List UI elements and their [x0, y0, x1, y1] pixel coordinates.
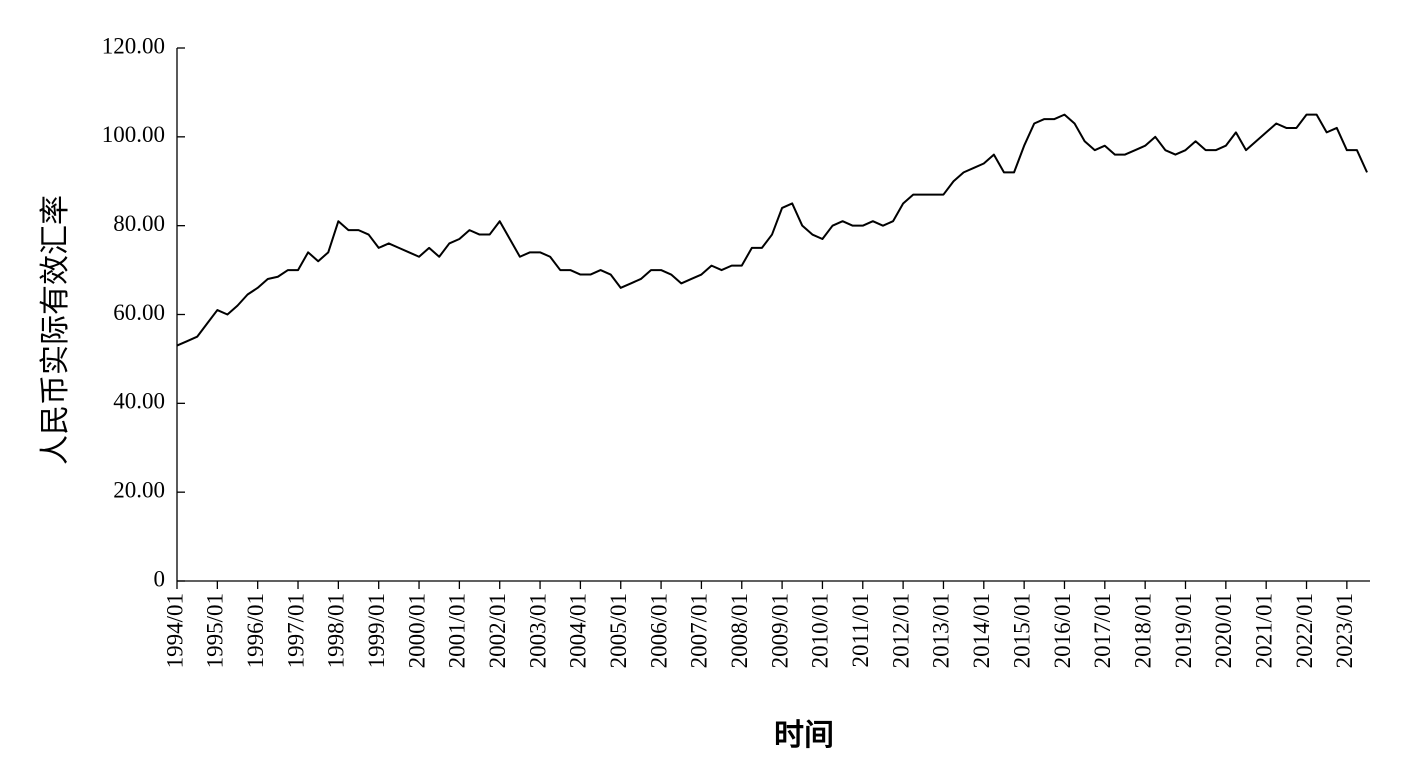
x-tick-label: 2011/01 [848, 593, 873, 668]
x-tick-label: 1994/01 [162, 593, 187, 668]
x-tick-label: 2014/01 [969, 593, 994, 668]
data-line [176, 113, 1368, 347]
x-tick-label: 2012/01 [888, 593, 913, 668]
x-tick-label: 2013/01 [929, 593, 954, 668]
x-tick-label: 2006/01 [646, 593, 671, 668]
x-tick-label: 1996/01 [243, 593, 268, 668]
x-tick-label: 2007/01 [687, 593, 712, 668]
x-tick-label: 2002/01 [485, 593, 510, 668]
y-tick-label: 20.00 [113, 477, 165, 502]
y-tick-label: 120.00 [102, 33, 165, 58]
x-tick-label: 1995/01 [203, 593, 228, 668]
y-axis-label: 人民币实际有效汇率 [39, 195, 72, 465]
x-tick-label: 1998/01 [324, 593, 349, 668]
y-tick-label: 0 [154, 566, 166, 591]
x-tick-label: 2009/01 [767, 593, 792, 668]
y-tick-label: 60.00 [113, 300, 165, 325]
x-tick-label: 2023/01 [1332, 593, 1357, 668]
x-tick-label: 2018/01 [1130, 593, 1155, 668]
x-tick-label: 2010/01 [808, 593, 833, 668]
x-tick-label: 1999/01 [364, 593, 389, 668]
x-tick-label: 2001/01 [445, 593, 470, 668]
x-tick-label: 2000/01 [404, 593, 429, 668]
x-tick-label: 2017/01 [1090, 593, 1115, 668]
x-axis-label: 时间 [774, 719, 834, 752]
x-tick-label: 2005/01 [606, 593, 631, 668]
x-tick-label: 2015/01 [1009, 593, 1034, 668]
x-tick-label: 2021/01 [1251, 593, 1276, 668]
y-tick-label: 40.00 [113, 389, 165, 414]
x-tick-label: 2004/01 [566, 593, 591, 668]
y-tick-label: 80.00 [113, 211, 165, 236]
y-tick-label: 100.00 [102, 122, 165, 147]
x-tick-label: 1997/01 [283, 593, 308, 668]
x-tick-label: 2008/01 [727, 593, 752, 668]
x-tick-label: 2022/01 [1292, 593, 1317, 668]
x-tick-label: 2019/01 [1171, 593, 1196, 668]
x-tick-label: 2016/01 [1050, 593, 1075, 668]
x-tick-label: 2003/01 [525, 593, 550, 668]
x-tick-label: 2020/01 [1211, 593, 1236, 668]
